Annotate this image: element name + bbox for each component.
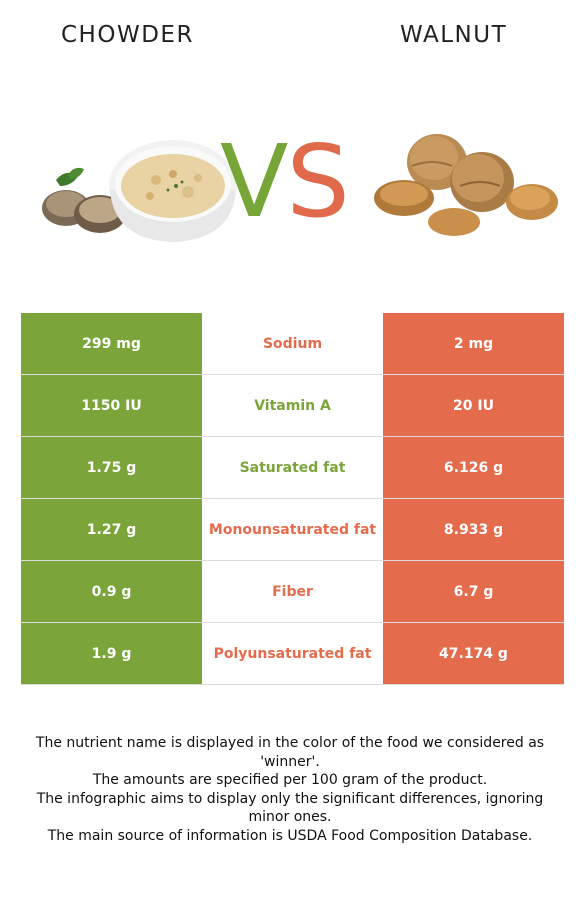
comparison-table: 299 mg Sodium 2 mg 1150 IU Vitamin A 20 … [21, 313, 564, 685]
left-value: 1.9 g [21, 622, 202, 685]
vs-s: S [286, 123, 350, 240]
note-source: The main source of information is USDA F… [47, 827, 533, 844]
table-row: 1.9 g Polyunsaturated fat 47.174 g [21, 622, 564, 685]
nutrient-name: Vitamin A [202, 374, 383, 437]
walnut-image [374, 134, 558, 236]
left-value: 1150 IU [21, 374, 202, 437]
right-value: 6.7 g [383, 560, 564, 623]
table-row: 1150 IU Vitamin A 20 IU [21, 374, 564, 437]
table-row: 1.27 g Monounsaturated fat 8.933 g [21, 498, 564, 561]
nutrient-name: Monounsaturated fat [202, 498, 383, 561]
nutrient-name: Saturated fat [202, 436, 383, 499]
right-food-title: WALNUT [400, 22, 508, 48]
right-value: 2 mg [383, 313, 564, 375]
vs-label: VS [220, 132, 350, 232]
left-food-title: CHOWDER [61, 22, 194, 48]
nutrient-name: Fiber [202, 560, 383, 623]
right-value: 47.174 g [383, 622, 564, 685]
table-row: 299 mg Sodium 2 mg [21, 313, 564, 375]
note-winner-color: The nutrient name is displayed in the co… [35, 735, 545, 770]
right-value: 20 IU [383, 374, 564, 437]
nutrient-name: Sodium [202, 313, 383, 375]
table-row: 0.9 g Fiber 6.7 g [21, 560, 564, 623]
footnotes: The nutrient name is displayed in the co… [20, 734, 560, 845]
right-value: 6.126 g [383, 436, 564, 499]
note-amounts: The amounts are specified per 100 gram o… [92, 772, 488, 788]
right-value: 8.933 g [383, 498, 564, 561]
left-value: 1.75 g [21, 436, 202, 499]
left-value: 299 mg [21, 313, 202, 375]
vs-v: V [220, 123, 288, 240]
table-row: 1.75 g Saturated fat 6.126 g [21, 436, 564, 499]
nutrient-name: Polyunsaturated fat [202, 622, 383, 685]
note-significance: The infographic aims to display only the… [36, 790, 544, 826]
left-value: 1.27 g [21, 498, 202, 561]
chowder-image [42, 140, 237, 242]
left-value: 0.9 g [21, 560, 202, 623]
